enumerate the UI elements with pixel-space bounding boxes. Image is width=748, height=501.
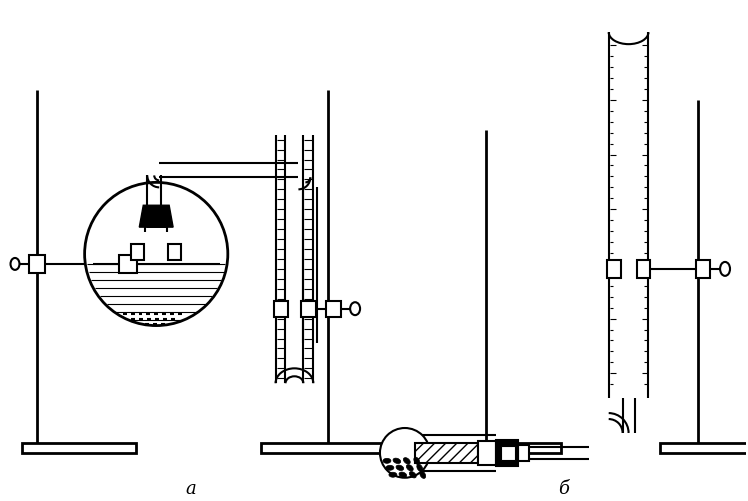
Ellipse shape <box>720 263 730 277</box>
Ellipse shape <box>389 472 397 477</box>
Ellipse shape <box>383 458 391 463</box>
Circle shape <box>380 428 429 478</box>
Bar <box>274 301 289 317</box>
Bar <box>22 443 136 453</box>
Bar <box>120 256 138 274</box>
Ellipse shape <box>386 465 394 470</box>
Circle shape <box>85 183 228 326</box>
Ellipse shape <box>10 259 19 271</box>
Bar <box>132 244 144 261</box>
Ellipse shape <box>403 458 410 464</box>
Bar <box>501 446 515 460</box>
Bar <box>660 443 748 453</box>
Bar <box>607 261 621 278</box>
Ellipse shape <box>417 464 423 471</box>
Bar <box>479 441 497 465</box>
Ellipse shape <box>409 471 416 478</box>
Text: a: a <box>186 479 197 496</box>
Bar <box>301 301 316 317</box>
Bar <box>168 244 181 261</box>
Ellipse shape <box>406 464 413 471</box>
Bar <box>447 443 561 453</box>
Ellipse shape <box>420 471 426 478</box>
Bar <box>260 443 390 453</box>
Bar <box>497 440 518 466</box>
Ellipse shape <box>399 472 407 477</box>
Bar <box>696 261 710 278</box>
Ellipse shape <box>396 465 404 470</box>
Bar <box>326 301 341 317</box>
Ellipse shape <box>414 457 420 464</box>
Bar <box>415 443 479 463</box>
Ellipse shape <box>350 303 360 316</box>
Bar <box>518 445 529 461</box>
Ellipse shape <box>393 458 401 463</box>
Bar <box>29 256 45 274</box>
Bar <box>637 261 651 278</box>
Polygon shape <box>139 206 173 227</box>
Text: б: б <box>559 479 569 496</box>
